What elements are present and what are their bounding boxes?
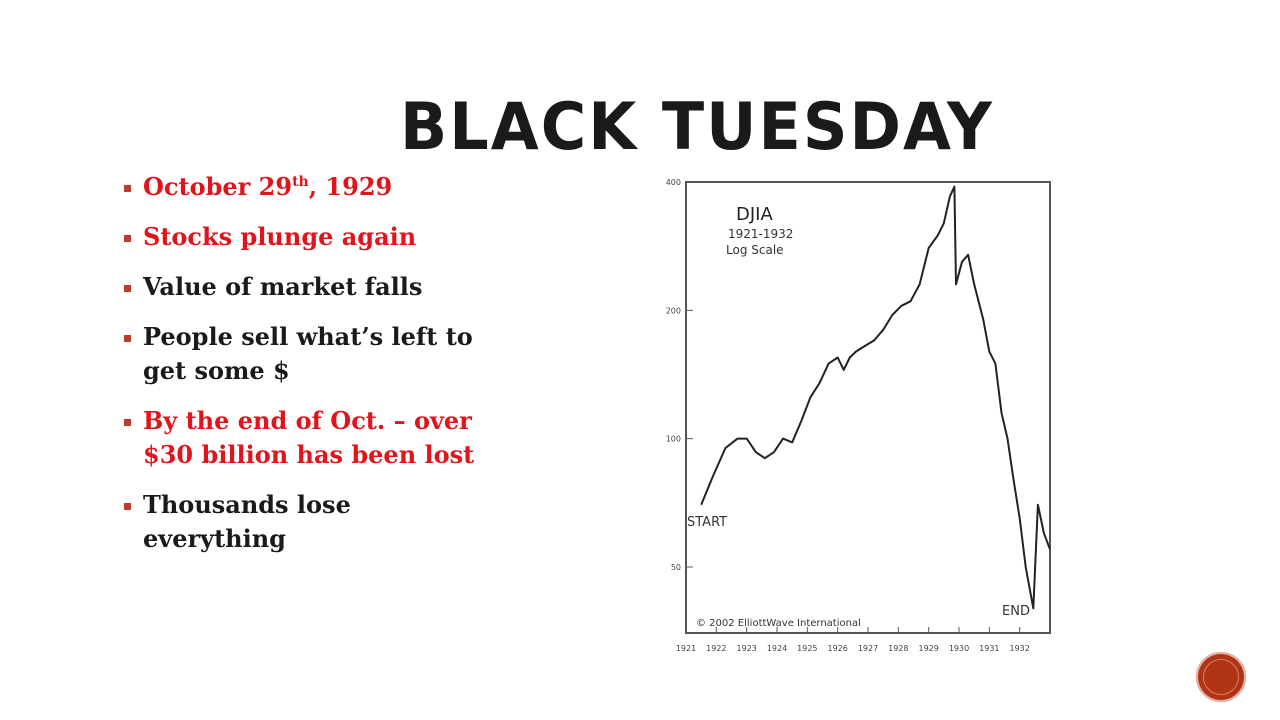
x-tick-label: 1925 bbox=[797, 644, 817, 653]
x-tick-label: 1930 bbox=[949, 644, 969, 653]
y-tick-label: 50 bbox=[671, 563, 681, 572]
bullet-text: Value of market falls bbox=[143, 272, 423, 301]
bullet-people-sell: People sell what’s left to get some $ bbox=[124, 320, 494, 388]
x-tick-label: 1927 bbox=[858, 644, 878, 653]
annotation-start: START bbox=[687, 515, 727, 530]
y-tick-label: 100 bbox=[666, 435, 681, 444]
x-tick-label: 1931 bbox=[979, 644, 999, 653]
chart-subtitle-scale: Log Scale bbox=[726, 243, 784, 257]
plot-frame bbox=[685, 181, 1051, 634]
djia-chart: 50 100 200 400 1921 1922 1923 1924 1925 1926 1927… bbox=[644, 170, 1064, 660]
bullet-text: By the end of Oct. – over $30 billion ha… bbox=[143, 406, 475, 469]
x-tick-label: 1922 bbox=[706, 644, 726, 653]
bullet-billion-lost: By the end of Oct. – over $30 billion ha… bbox=[124, 404, 494, 472]
x-tick-label: 1921 bbox=[676, 644, 696, 653]
bullet-marker bbox=[124, 235, 131, 242]
bullet-thousands-lose: Thousands lose everything bbox=[124, 488, 494, 556]
bullet-stocks-plunge: Stocks plunge again bbox=[124, 220, 494, 254]
bullet-list: October 29th, 1929 Stocks plunge again V… bbox=[124, 170, 494, 572]
bullet-text: October 29 bbox=[143, 172, 293, 201]
x-tick-label: 1924 bbox=[767, 644, 787, 653]
bullet-marker bbox=[124, 285, 131, 292]
bullet-text: Stocks plunge again bbox=[143, 222, 417, 251]
bullet-marker bbox=[124, 503, 131, 510]
chart-copyright: © 2002 ElliottWave International bbox=[696, 618, 861, 629]
ordinal-suffix: th bbox=[292, 174, 309, 190]
y-tick-label: 400 bbox=[666, 178, 681, 187]
annotation-end: END bbox=[1002, 604, 1030, 619]
bullet-marker bbox=[124, 419, 131, 426]
x-tick-label: 1926 bbox=[827, 644, 847, 653]
slide-title: Black Tuesday bbox=[400, 88, 994, 165]
x-tick-label: 1929 bbox=[918, 644, 938, 653]
x-tick-label: 1923 bbox=[736, 644, 756, 653]
djia-chart-svg: 50 100 200 400 1921 1922 1923 1924 1925 1926 1927… bbox=[666, 178, 1051, 653]
bullet-marker bbox=[124, 335, 131, 342]
next-slide-button[interactable] bbox=[1196, 652, 1246, 702]
x-tick-label: 1928 bbox=[888, 644, 908, 653]
x-tick-label: 1932 bbox=[1009, 644, 1029, 653]
bullet-value-falls: Value of market falls bbox=[124, 270, 494, 304]
bullet-date: October 29th, 1929 bbox=[124, 170, 494, 204]
y-tick-label: 200 bbox=[666, 306, 681, 315]
bullet-marker bbox=[124, 185, 131, 192]
y-axis-ticks: 50 100 200 400 bbox=[666, 178, 693, 572]
x-axis-ticks: 1921 1922 1923 1924 1925 1926 1927 1928 1929 1930… bbox=[676, 627, 1030, 653]
bullet-text: Thousands lose everything bbox=[143, 490, 351, 553]
chart-title: DJIA bbox=[736, 204, 773, 225]
bullet-text: People sell what’s left to get some $ bbox=[143, 322, 473, 385]
series-line-djia bbox=[700, 185, 1051, 610]
bullet-text-year: , 1929 bbox=[308, 172, 393, 201]
chart-subtitle-range: 1921-1932 bbox=[728, 227, 793, 241]
